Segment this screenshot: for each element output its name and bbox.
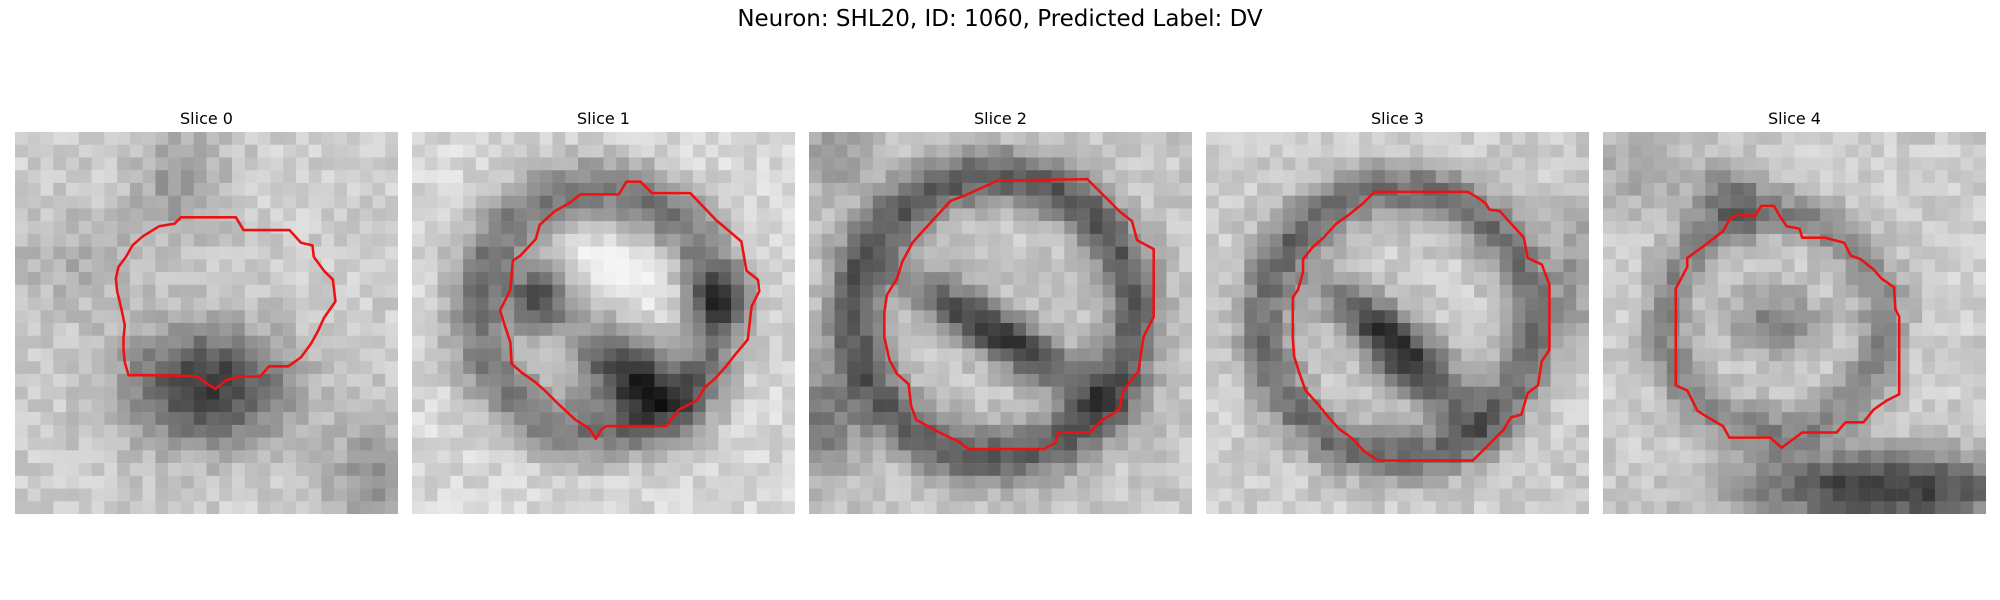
slice-panel-2: Slice 2 — [809, 108, 1192, 514]
slice-title: Slice 3 — [1371, 109, 1424, 128]
slice-panel-4: Slice 4 — [1603, 108, 1986, 514]
segmentation-contour — [498, 180, 761, 441]
slice-title: Slice 2 — [974, 109, 1027, 128]
slice-panel-3: Slice 3 — [1206, 108, 1589, 514]
segmentation-contour — [1291, 190, 1551, 462]
segmentation-contour — [883, 177, 1155, 451]
segmentation-contour — [114, 216, 337, 391]
slice-image-1 — [412, 132, 795, 514]
slice-image-4 — [1603, 132, 1986, 514]
slice-image-2 — [809, 132, 1192, 514]
slice-title: Slice 4 — [1768, 109, 1821, 128]
slice-panel-1: Slice 1 — [412, 108, 795, 514]
segmentation-contour — [1674, 204, 1901, 450]
slice-title: Slice 1 — [577, 109, 630, 128]
slice-image-3 — [1206, 132, 1589, 514]
figure-title: Neuron: SHL20, ID: 1060, Predicted Label… — [737, 6, 1263, 32]
slice-image-0 — [15, 132, 398, 514]
slice-panel-0: Slice 0 — [15, 108, 398, 514]
slice-title: Slice 0 — [180, 109, 233, 128]
